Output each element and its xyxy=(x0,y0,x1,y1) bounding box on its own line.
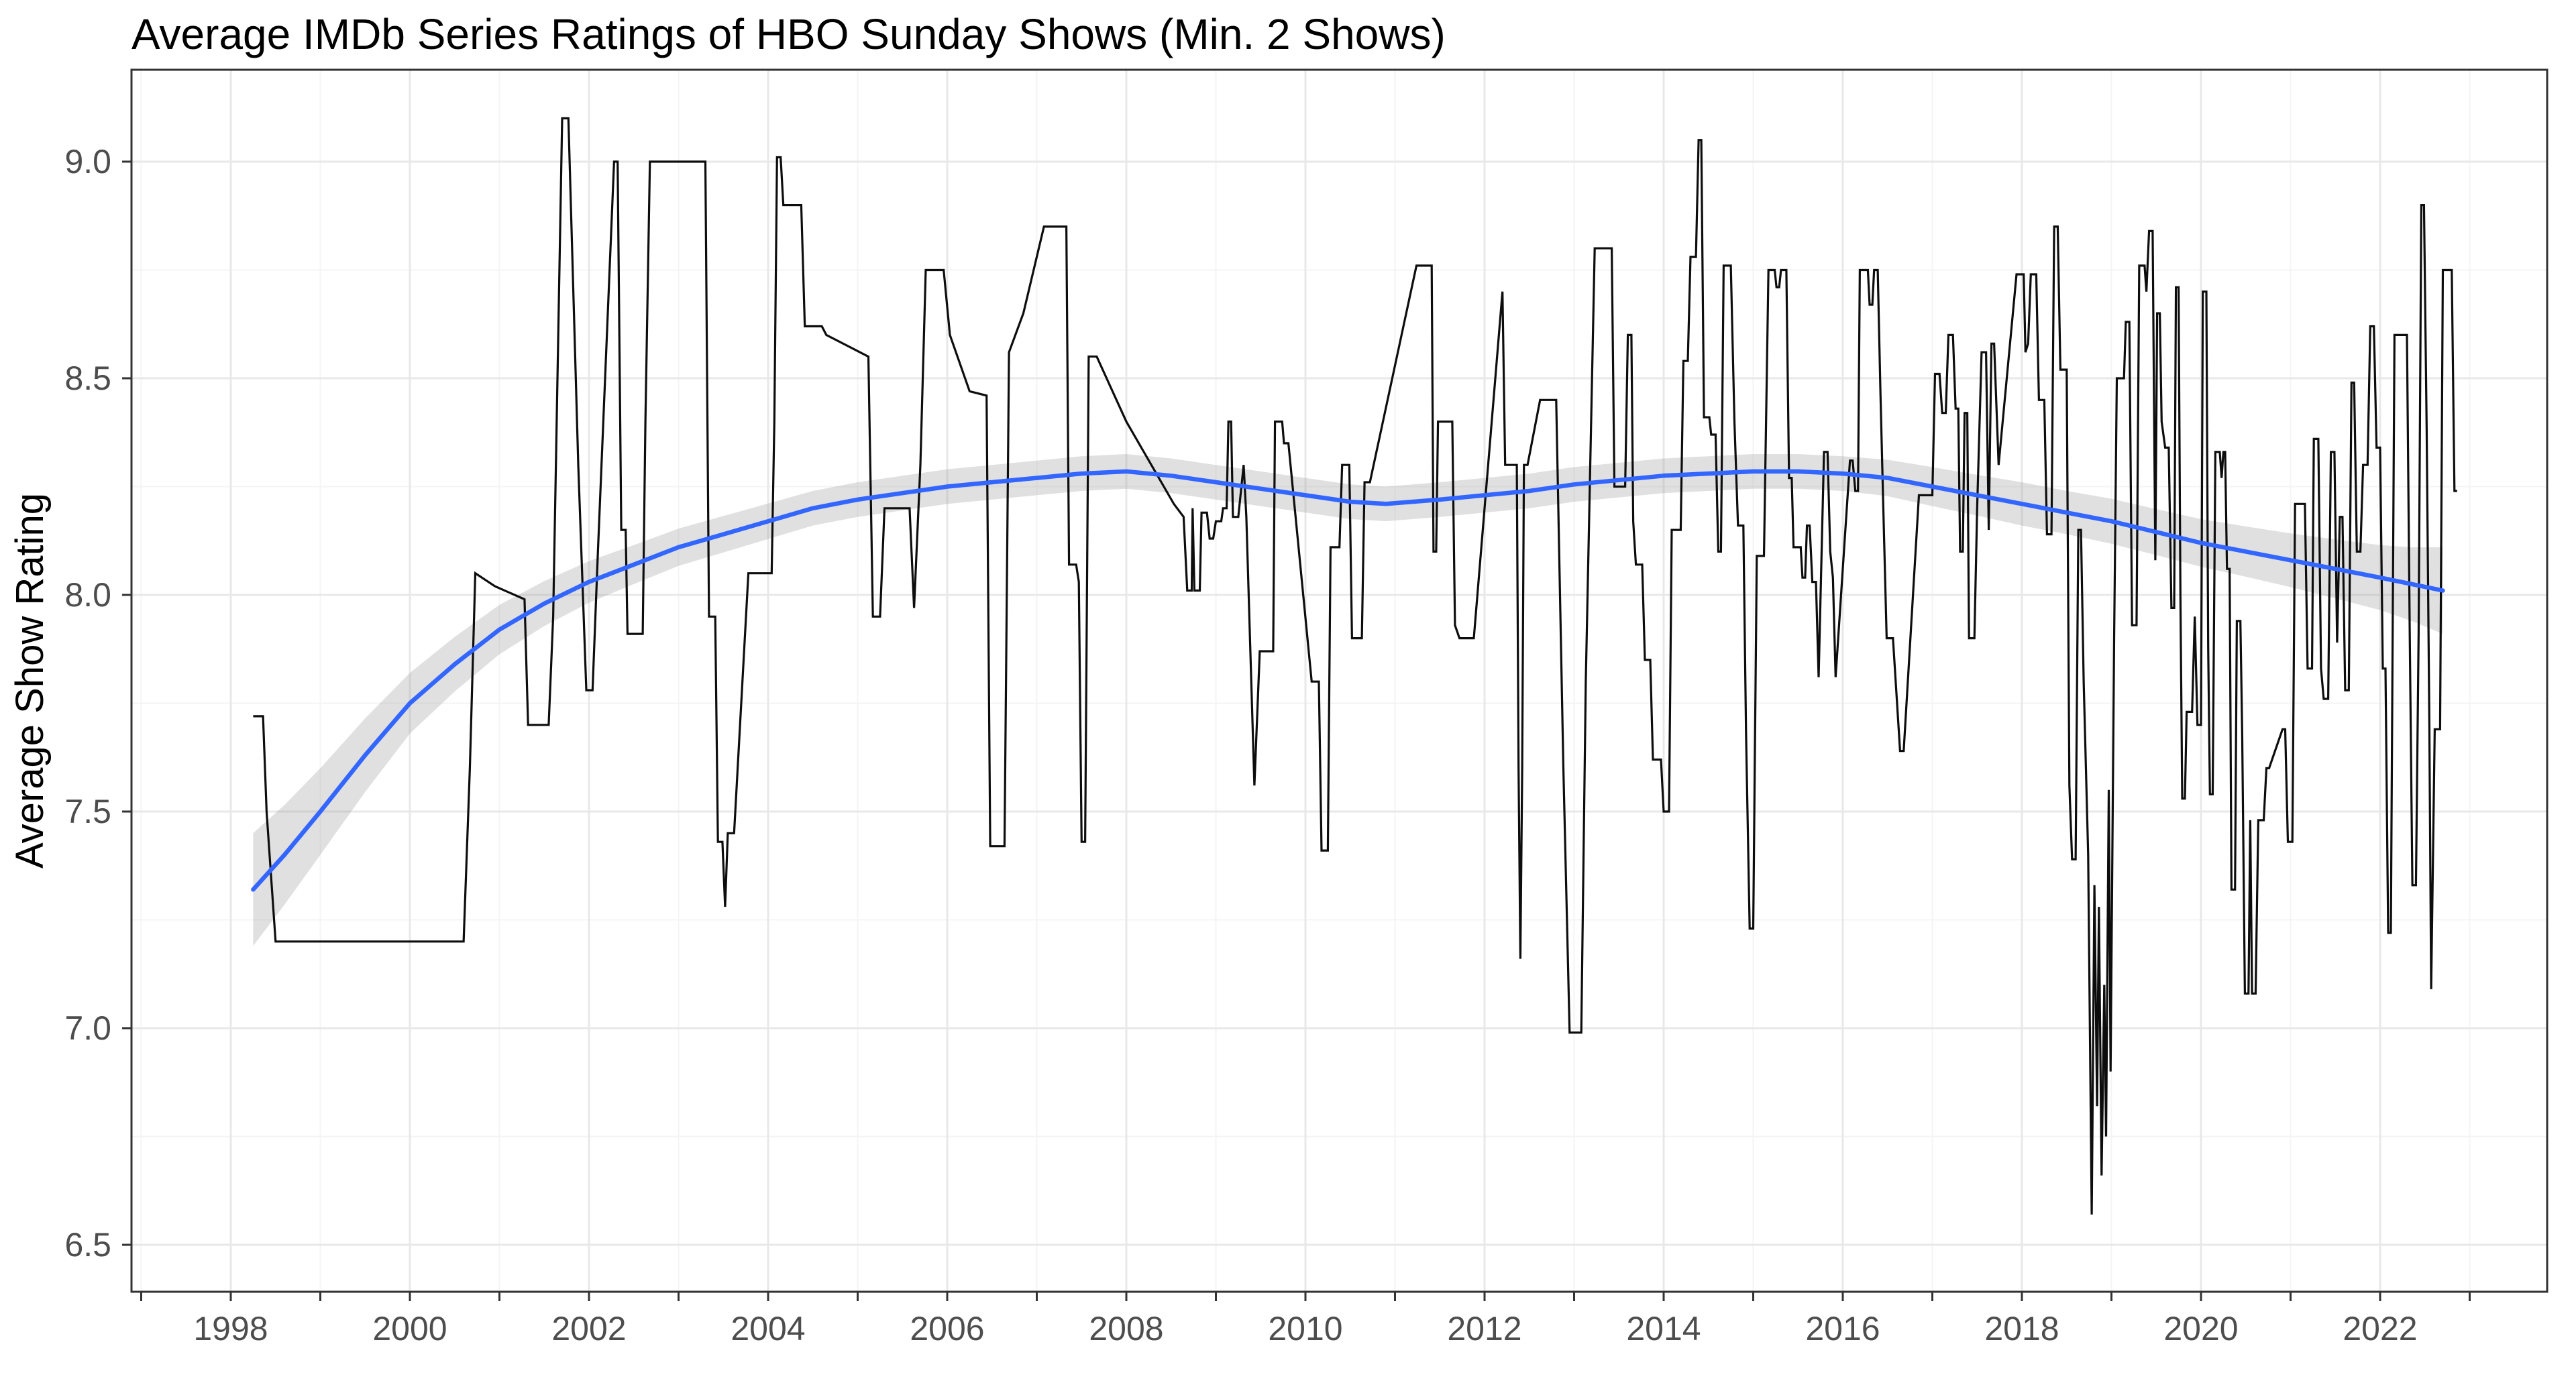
y-axis-title: Average Show Rating xyxy=(8,493,52,869)
grid-minor xyxy=(131,70,2547,1292)
plot-title: Average IMDb Series Ratings of HBO Sunda… xyxy=(131,10,1446,58)
panel-background xyxy=(131,70,2547,1292)
x-tick-label: 2016 xyxy=(1805,1310,1880,1347)
x-tick-label: 2018 xyxy=(1984,1310,2059,1347)
y-tick-label: 7.0 xyxy=(64,1009,111,1047)
grid-major xyxy=(131,70,2547,1292)
y-tick-label: 6.5 xyxy=(64,1226,111,1264)
x-tick-label: 2008 xyxy=(1089,1310,1163,1347)
x-tick-label: 2004 xyxy=(731,1310,805,1347)
x-tick-label: 2010 xyxy=(1268,1310,1342,1347)
x-tick-label: 2012 xyxy=(1447,1310,1521,1347)
x-tick-label: 2014 xyxy=(1626,1310,1701,1347)
panel-border xyxy=(130,68,2548,1293)
x-tick-label: 2002 xyxy=(551,1310,626,1347)
rating-series-line xyxy=(253,117,2457,1215)
x-tick-label: 2022 xyxy=(2343,1310,2417,1347)
y-tick-label: 7.5 xyxy=(64,793,111,830)
y-tick-label: 9.0 xyxy=(64,143,111,180)
x-tick-label: 2006 xyxy=(910,1310,984,1347)
y-tick-label: 8.0 xyxy=(64,576,111,614)
x-tick-label: 2020 xyxy=(2163,1310,2238,1347)
x-tick-label: 2000 xyxy=(372,1310,447,1347)
y-tick-label: 8.5 xyxy=(64,359,111,397)
trend-line xyxy=(251,469,2445,892)
axes: 1998 2000 2002 2004 2006 2008 2010 2012 2014 2016… xyxy=(64,143,2471,1347)
x-tick-label: 1998 xyxy=(193,1310,268,1347)
